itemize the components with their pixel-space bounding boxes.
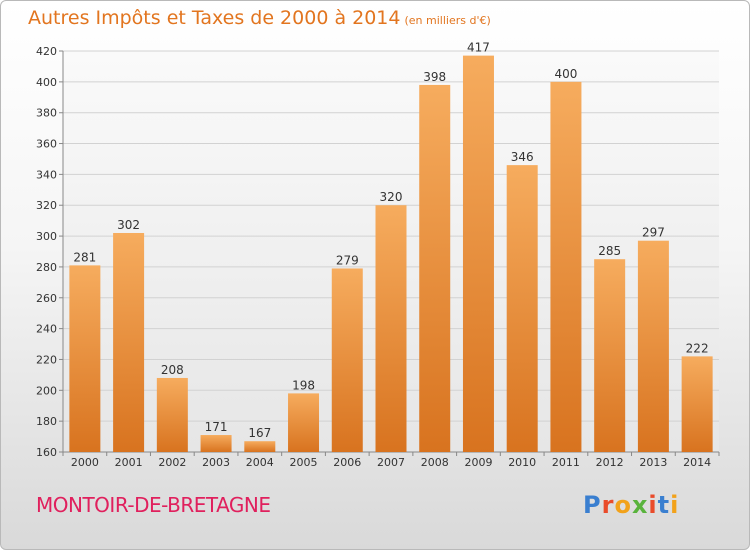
x-tick-label: 2009 xyxy=(464,456,492,469)
bar-value-label: 417 xyxy=(467,41,490,55)
bar xyxy=(288,393,320,452)
y-tick-label: 300 xyxy=(36,230,57,243)
y-tick-label: 400 xyxy=(36,76,57,89)
x-tick-label: 2005 xyxy=(290,456,318,469)
x-tick-label: 2013 xyxy=(639,456,667,469)
y-tick-label: 180 xyxy=(36,415,57,428)
x-tick-label: 2004 xyxy=(246,456,274,469)
x-tick-label: 2003 xyxy=(202,456,230,469)
bar xyxy=(113,232,145,452)
logo-letter: t xyxy=(657,491,671,519)
bar xyxy=(331,268,363,452)
logo-letter: i xyxy=(670,491,680,519)
bar xyxy=(200,435,232,452)
bar-chart: 160 180 200 220 240 260 280 300 320 340 360 380 400 4… xyxy=(36,41,720,469)
y-tick-label: 160 xyxy=(36,446,57,459)
bar-value-label: 198 xyxy=(292,378,315,392)
bar-value-label: 302 xyxy=(117,218,140,232)
chart-subtitle: (en milliers d'€) xyxy=(404,14,491,27)
y-tick-label: 240 xyxy=(36,323,57,336)
bar-value-label: 222 xyxy=(686,341,709,355)
x-tick-label: 2010 xyxy=(508,456,536,469)
bar xyxy=(681,356,713,452)
bar xyxy=(637,240,669,452)
chart-title-text: Autres Impôts et Taxes de 2000 à 2014 xyxy=(28,7,401,29)
bar-value-label: 167 xyxy=(248,426,271,440)
y-tick-label: 340 xyxy=(36,168,57,181)
chart-title: Autres Impôts et Taxes de 2000 à 2014 (en… xyxy=(28,7,491,29)
bar xyxy=(550,81,582,452)
x-tick-label: 2002 xyxy=(158,456,186,469)
x-tick-label: 2011 xyxy=(552,456,580,469)
bar-value-label: 297 xyxy=(642,226,665,240)
x-tick-label: 2014 xyxy=(683,456,711,469)
logo-letter: i xyxy=(648,491,658,519)
y-tick-label: 200 xyxy=(36,384,57,397)
bar-value-label: 281 xyxy=(73,250,96,264)
x-tick-label: 2008 xyxy=(421,456,449,469)
x-tick-label: 2006 xyxy=(333,456,361,469)
bar xyxy=(69,265,101,452)
bar-value-label: 171 xyxy=(205,420,228,434)
y-tick-label: 280 xyxy=(36,261,57,274)
bar xyxy=(506,165,538,452)
bar-value-label: 398 xyxy=(423,70,446,84)
proxiti-logo: Proxiti xyxy=(583,491,679,519)
bar xyxy=(419,84,451,452)
x-tick-label: 2012 xyxy=(596,456,624,469)
logo-letter: P xyxy=(583,491,602,519)
bar-value-label: 285 xyxy=(598,244,621,258)
commune-name: MONTOIR-DE-BRETAGNE xyxy=(36,493,271,517)
bar xyxy=(375,205,407,452)
bar xyxy=(156,377,188,452)
bar-value-label: 320 xyxy=(380,190,403,204)
y-tick-label: 420 xyxy=(36,45,57,58)
y-tick-label: 320 xyxy=(36,199,57,212)
y-tick-label: 220 xyxy=(36,353,57,366)
bar-value-label: 279 xyxy=(336,253,359,267)
x-tick-label: 2001 xyxy=(115,456,143,469)
bar xyxy=(462,55,494,452)
bar xyxy=(244,441,276,452)
bar-value-label: 208 xyxy=(161,363,184,377)
x-tick-label: 2000 xyxy=(71,456,99,469)
y-tick-label: 260 xyxy=(36,292,57,305)
logo-letter: x xyxy=(631,491,649,519)
logo-letter: r xyxy=(601,491,615,519)
bar-value-label: 400 xyxy=(554,67,577,81)
bar xyxy=(594,259,626,452)
y-tick-label: 380 xyxy=(36,107,57,120)
y-tick-label: 360 xyxy=(36,138,57,151)
bar-value-label: 346 xyxy=(511,150,534,164)
x-tick-label: 2007 xyxy=(377,456,405,469)
logo-letter: o xyxy=(614,491,632,519)
